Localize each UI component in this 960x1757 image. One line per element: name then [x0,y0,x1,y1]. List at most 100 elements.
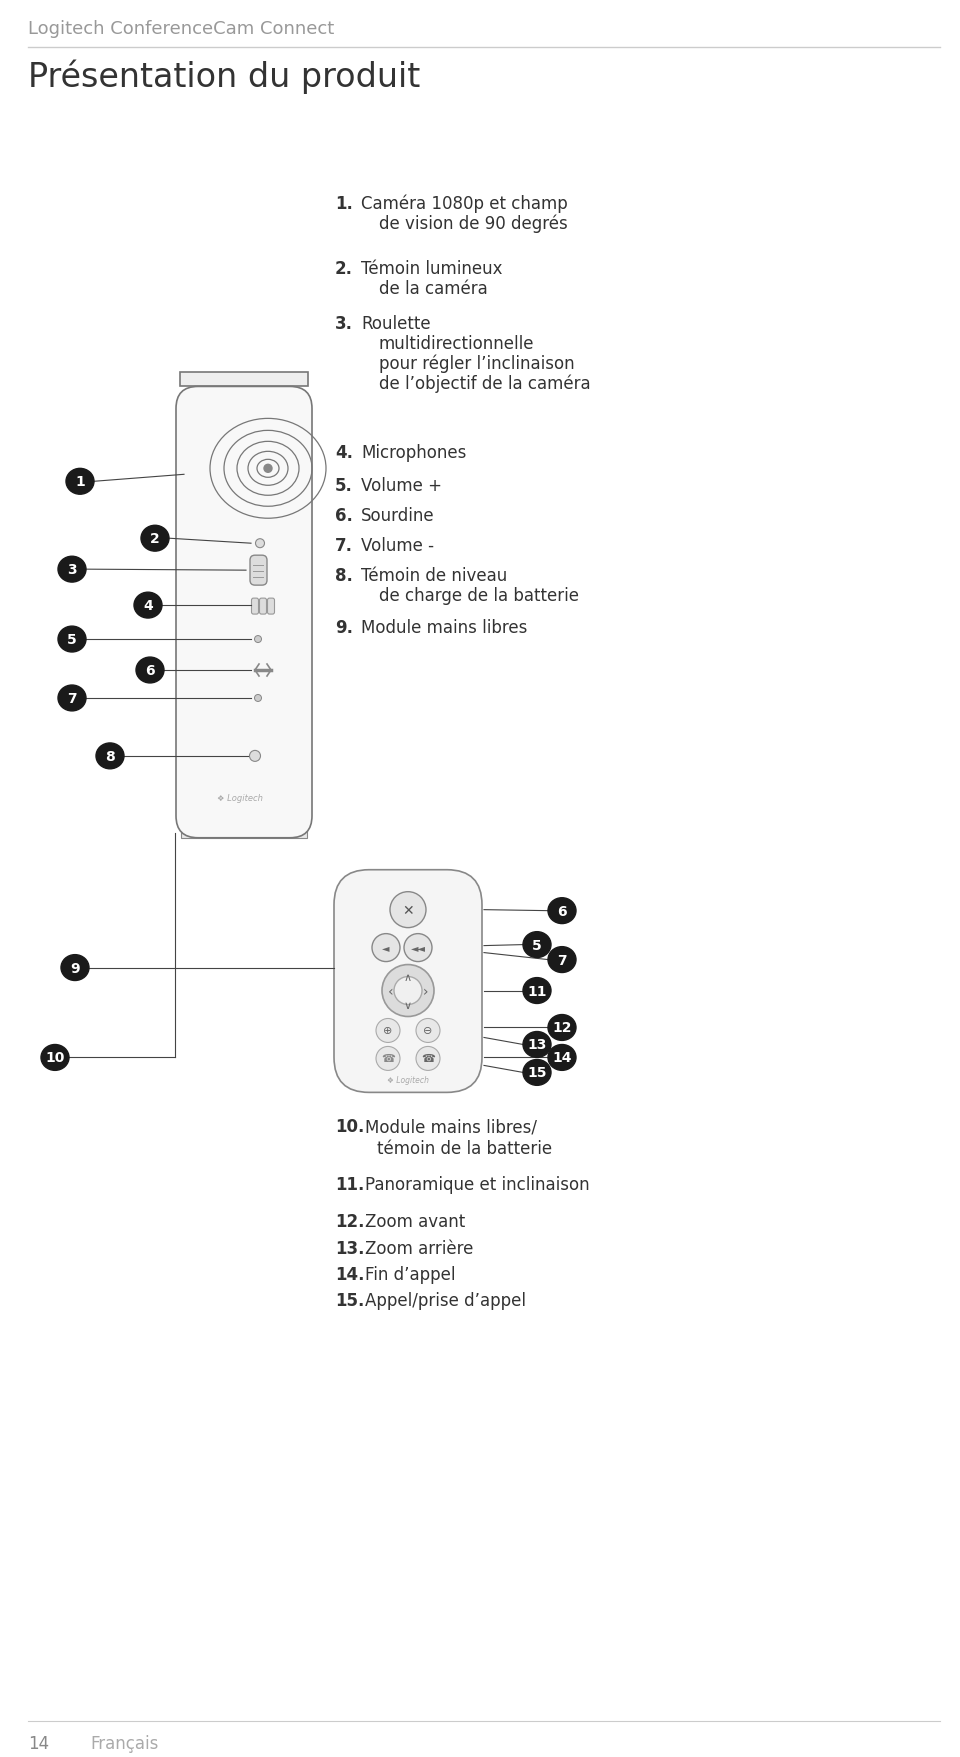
Text: pour régler l’inclinaison: pour régler l’inclinaison [379,355,575,372]
Text: Microphones: Microphones [361,445,467,462]
Ellipse shape [523,933,551,958]
Circle shape [382,965,434,1017]
Ellipse shape [548,898,576,924]
Ellipse shape [548,1045,576,1070]
Ellipse shape [523,1031,551,1058]
Circle shape [254,636,261,643]
Text: ⊕: ⊕ [383,1026,393,1037]
Text: 9: 9 [70,961,80,975]
Circle shape [416,1019,440,1044]
Text: Témoin lumineux: Témoin lumineux [361,260,502,278]
Text: 12: 12 [552,1021,572,1035]
Text: Français: Français [90,1734,158,1752]
Bar [181,831,307,838]
FancyBboxPatch shape [176,387,312,838]
Circle shape [250,750,260,763]
Text: 11: 11 [527,984,547,998]
Circle shape [376,1019,400,1044]
Text: 3: 3 [67,562,77,576]
Text: de vision de 90 degrés: de vision de 90 degrés [379,214,567,234]
Circle shape [394,977,422,1005]
Text: 14: 14 [28,1734,49,1752]
Text: Sourdine: Sourdine [361,508,435,525]
Text: 8: 8 [106,750,115,764]
Text: Fin d’appel: Fin d’appel [365,1265,455,1283]
Text: 5.: 5. [335,476,353,495]
Ellipse shape [136,657,164,683]
Text: 13.: 13. [335,1239,365,1258]
Circle shape [255,539,265,548]
Circle shape [264,466,272,473]
Text: Volume -: Volume - [361,538,434,555]
Text: 4.: 4. [335,445,353,462]
Text: Panoramique et inclinaison: Panoramique et inclinaison [365,1175,589,1193]
Text: Caméra 1080p et champ: Caméra 1080p et champ [361,195,567,213]
Text: Zoom arrière: Zoom arrière [365,1239,473,1258]
Text: Module mains libres/: Module mains libres/ [365,1117,537,1135]
Text: 7.: 7. [335,538,353,555]
Text: 14.: 14. [335,1265,365,1283]
Text: Zoom avant: Zoom avant [365,1212,466,1230]
FancyBboxPatch shape [334,870,482,1093]
Bar [180,372,308,387]
Text: 6: 6 [557,905,566,919]
Text: ‹: ‹ [388,984,394,998]
Text: 15: 15 [527,1066,547,1081]
Text: 3.: 3. [335,315,353,332]
Text: ∧: ∧ [404,972,412,982]
Text: 4: 4 [143,599,153,613]
Ellipse shape [58,557,86,583]
Ellipse shape [548,1016,576,1040]
Text: 8.: 8. [335,568,353,585]
Text: Témoin de niveau: Témoin de niveau [361,568,507,585]
Text: 5: 5 [532,938,541,952]
Circle shape [416,1047,440,1070]
Text: Logitech ConferenceCam Connect: Logitech ConferenceCam Connect [28,19,334,39]
Ellipse shape [141,525,169,552]
Text: 11.: 11. [335,1175,365,1193]
FancyBboxPatch shape [250,555,267,585]
Circle shape [404,935,432,963]
Text: 2: 2 [150,532,160,546]
Text: de charge de la batterie: de charge de la batterie [379,587,579,604]
Text: ◄◄: ◄◄ [411,944,425,952]
FancyBboxPatch shape [259,599,267,615]
Text: ∨: ∨ [404,1000,412,1010]
Text: ❖ Logitech: ❖ Logitech [387,1075,429,1084]
Text: Module mains libres: Module mains libres [361,618,527,636]
Text: 10.: 10. [335,1117,365,1135]
FancyBboxPatch shape [252,599,258,615]
Text: ◄: ◄ [382,944,390,952]
Text: 13: 13 [527,1038,546,1052]
Circle shape [390,893,426,928]
Ellipse shape [41,1045,69,1070]
Text: 7: 7 [67,692,77,706]
Ellipse shape [96,743,124,770]
Circle shape [372,935,400,963]
Text: de l’objectif de la caméra: de l’objectif de la caméra [379,374,590,394]
Text: 10: 10 [45,1051,64,1065]
Text: ⊖: ⊖ [423,1026,433,1037]
Text: ›: › [422,984,428,998]
Text: 7: 7 [557,952,566,966]
Text: Roulette: Roulette [361,315,431,332]
Text: 2.: 2. [335,260,353,278]
Text: Présentation du produit: Présentation du produit [28,60,420,95]
Text: 6: 6 [145,664,155,678]
Text: multidirectionnelle: multidirectionnelle [379,334,535,353]
Circle shape [254,696,261,703]
Text: 9.: 9. [335,618,353,636]
Text: ✕: ✕ [402,903,414,917]
Text: ❖ Logitech: ❖ Logitech [217,794,263,803]
FancyBboxPatch shape [268,599,275,615]
Ellipse shape [548,947,576,973]
Text: 1: 1 [75,474,84,488]
Text: Appel/prise d’appel: Appel/prise d’appel [365,1291,526,1309]
Text: 14: 14 [552,1051,572,1065]
Text: Volume +: Volume + [361,476,442,495]
Circle shape [376,1047,400,1070]
Text: 1.: 1. [335,195,353,213]
Text: de la caméra: de la caméra [379,279,488,297]
Ellipse shape [523,1059,551,1086]
Text: 15.: 15. [335,1291,365,1309]
